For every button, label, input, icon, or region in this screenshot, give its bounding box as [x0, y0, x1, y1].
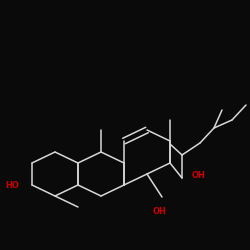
Text: HO: HO: [6, 180, 20, 190]
Text: OH: OH: [192, 171, 206, 180]
Text: OH: OH: [152, 207, 166, 216]
